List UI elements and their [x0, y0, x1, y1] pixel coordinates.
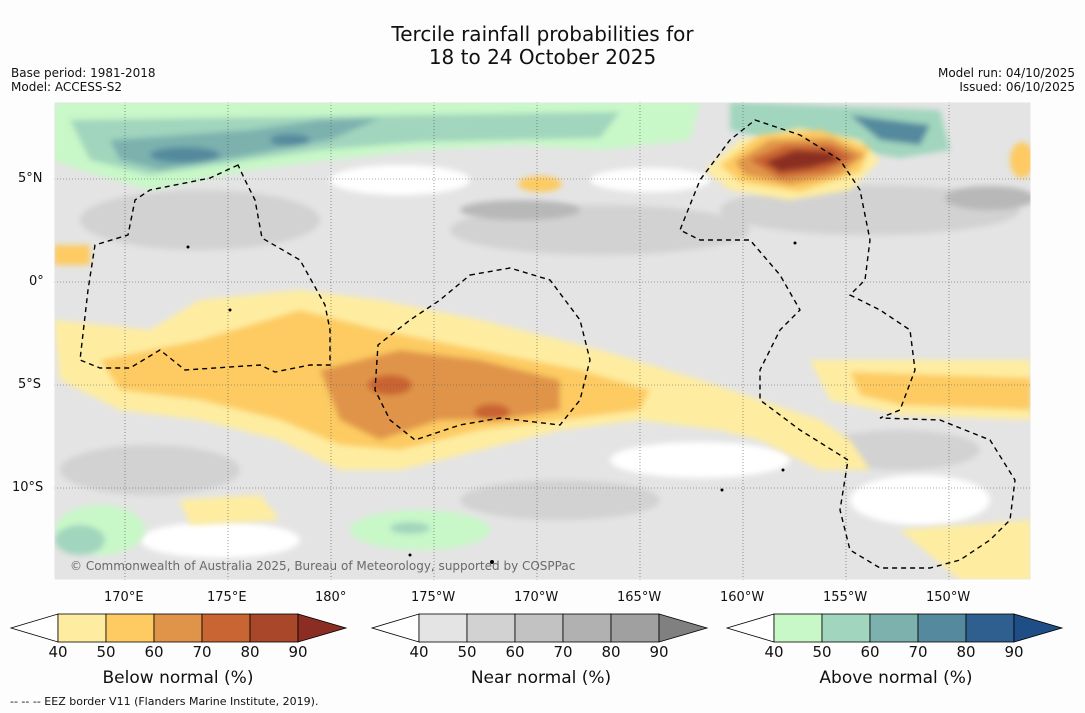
- colorbar-tick-label: 70: [553, 643, 573, 661]
- colorbar-tick-label: 50: [457, 643, 477, 661]
- colorbar-tick-label: 70: [908, 643, 928, 661]
- colorbar-segment: [917, 613, 967, 643]
- colorbar-tick-label: 90: [288, 643, 308, 661]
- colorbar-segment: [153, 613, 203, 643]
- lat-label-5n: 5°N: [18, 171, 43, 186]
- lon-label-150w: 150°W: [926, 590, 971, 605]
- graticule: [54, 102, 1031, 580]
- colorbar-extend-low: [10, 613, 59, 643]
- islands: [186, 241, 797, 564]
- lon-label-175w: 175°W: [411, 590, 456, 605]
- colorbar-segment: [105, 613, 155, 643]
- copyright-text: © Commonwealth of Australia 2025, Bureau…: [70, 559, 575, 573]
- colorbar-tick-label: 40: [48, 643, 68, 661]
- colorbar-extend-high: [1013, 613, 1064, 643]
- lon-label-170e: 170°E: [104, 590, 144, 605]
- colorbar-tick-label: 50: [96, 643, 116, 661]
- title-line-2: 18 to 24 October 2025: [428, 45, 657, 69]
- colorbar-tick-label: 90: [1004, 643, 1024, 661]
- colorbar-tick-label: 80: [956, 643, 976, 661]
- base-period: Base period: 1981-2018: [11, 66, 156, 80]
- colorbar-extend-high: [297, 613, 348, 643]
- colorbar-segment: [869, 613, 919, 643]
- colorbar-tick-label: 80: [240, 643, 260, 661]
- near-normal-region: [60, 185, 1020, 520]
- colorbar-segment: [610, 613, 660, 643]
- colorbar-segment: [965, 613, 1015, 643]
- colorbar-label-above: Above normal (%): [819, 668, 973, 688]
- colorbar-segment: [562, 613, 612, 643]
- colorbar-near-normal: [371, 613, 709, 643]
- colorbar-segment: [821, 613, 871, 643]
- lon-label-175e: 175°E: [207, 590, 247, 605]
- lat-label-5s: 5°S: [18, 377, 42, 392]
- colorbar-tick-label: 90: [649, 643, 669, 661]
- colorbar-extend-high: [658, 613, 709, 643]
- colorbar-below-normal: [10, 613, 348, 643]
- lat-label-10s: 10°S: [12, 480, 44, 495]
- colorbar-tick-label: 70: [192, 643, 212, 661]
- colorbar-segment: [201, 613, 251, 643]
- lon-label-165w: 165°W: [617, 590, 662, 605]
- white-region: [140, 165, 990, 558]
- colorbar-above-normal: [726, 613, 1064, 643]
- model-run: Model run: 04/10/2025: [937, 66, 1075, 80]
- title-line-1: Tercile rainfall probabilities for: [391, 22, 694, 46]
- colorbar-label-near: Near normal (%): [470, 668, 612, 688]
- eez-borders: [79, 119, 1016, 569]
- colorbar-extend-low: [726, 613, 775, 643]
- lon-label-155w: 155°W: [823, 590, 868, 605]
- lat-label-0: 0°: [29, 274, 44, 289]
- colorbar-tick-label: 40: [764, 643, 784, 661]
- model-name: Model: ACCESS-S2: [11, 80, 123, 94]
- colorbar-segment: [249, 613, 299, 643]
- footnote: -- -- -- EEZ border V11 (Flanders Marine…: [10, 695, 319, 708]
- lon-label-170w: 170°W: [514, 590, 559, 605]
- above-normal-region: [54, 102, 950, 555]
- lon-label-180: 180°: [315, 590, 347, 605]
- below-normal-region: [54, 128, 1031, 580]
- colorbar-tick-label: 60: [144, 643, 164, 661]
- colorbar-segment: [773, 613, 823, 643]
- colorbar-extend-low: [371, 613, 420, 643]
- colorbar-tick-label: 60: [860, 643, 880, 661]
- colorbar-segment: [418, 613, 468, 643]
- colorbar-tick-label: 50: [812, 643, 832, 661]
- colorbar-tick-label: 60: [505, 643, 525, 661]
- colorbar-label-below: Below normal (%): [102, 668, 254, 688]
- colorbar-segment: [57, 613, 107, 643]
- colorbar-tick-label: 40: [409, 643, 429, 661]
- colorbar-segment: [514, 613, 564, 643]
- colorbar-tick-label: 80: [601, 643, 621, 661]
- lon-label-160w: 160°W: [720, 590, 765, 605]
- colorbar-segment: [466, 613, 516, 643]
- issued-date: Issued: 06/10/2025: [959, 80, 1075, 94]
